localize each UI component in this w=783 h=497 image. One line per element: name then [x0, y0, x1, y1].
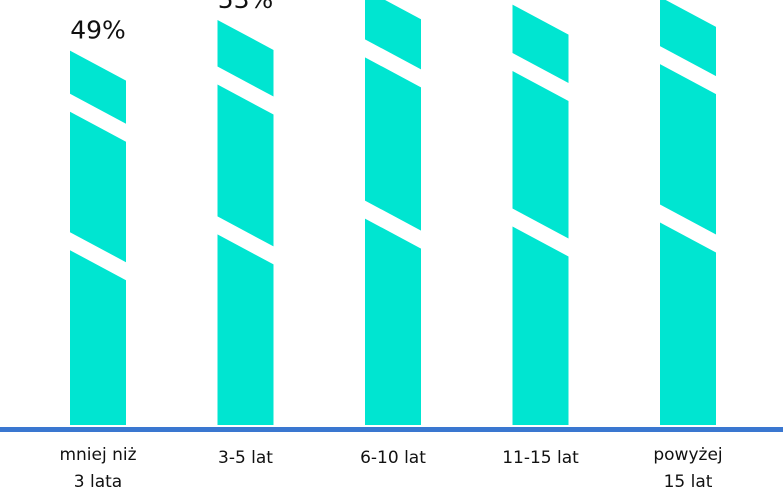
bar-3-segment-3 [365, 218, 421, 425]
bar-4-segment-1 [512, 4, 569, 83]
bar-2-segment-2 [217, 84, 274, 247]
bar-5-segment-1 [660, 0, 716, 77]
x-tick-label-1: mniej niż 3 lata [59, 445, 136, 492]
x-tick-label-3: 6-10 lat [360, 448, 426, 468]
bar-3-segment-1 [365, 0, 421, 70]
value-labels-group: 49%53%57%55%56% [70, 0, 274, 45]
bar-4-segment-2 [512, 70, 569, 239]
bar-1-segment-2 [70, 111, 126, 263]
bar-4-segment-3 [512, 226, 569, 425]
bar-5-segment-3 [660, 222, 716, 425]
x-axis-line [0, 427, 783, 432]
x-tick-label-4: 11-15 lat [502, 448, 579, 468]
bar-3-segment-2 [365, 57, 421, 231]
bar-2-segment-3 [217, 234, 274, 425]
bar-1-segment-1 [70, 50, 126, 124]
tick-labels-group: mniej niż 3 lata 3-5 lat 6-10 lat 11-15 lat p… [59, 445, 722, 492]
value-label-1: 49% [70, 16, 126, 45]
value-label-2: 53% [218, 0, 274, 14]
bars-group [70, 0, 716, 425]
bar-5-segment-2 [660, 64, 716, 235]
x-tick-label-5: powyżej 15 lat [653, 445, 722, 492]
x-tick-label-2: 3-5 lat [218, 448, 273, 468]
bar-2-segment-1 [217, 19, 274, 97]
bar-1-segment-3 [70, 250, 126, 425]
